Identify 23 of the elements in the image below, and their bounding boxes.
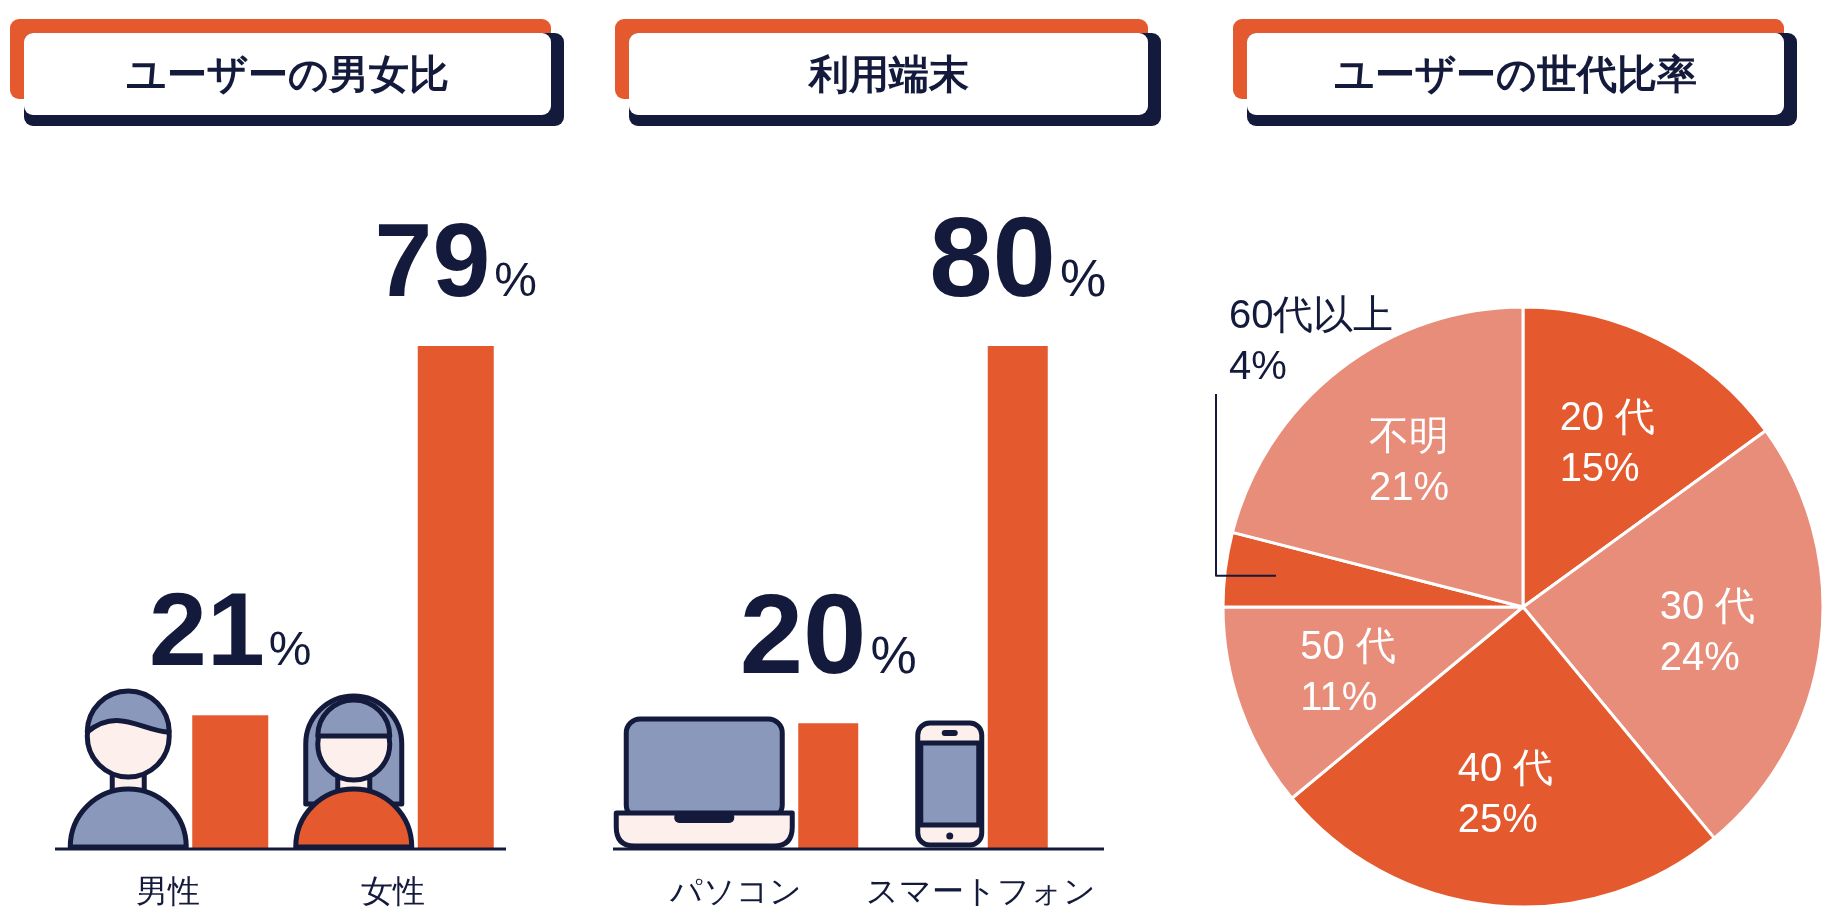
slice-label: 60代以上 — [1229, 292, 1394, 336]
x-tick-label: 男性 — [135, 873, 200, 909]
chart-title: ユーザーの世代比率 — [1334, 52, 1697, 96]
slice-label: 20 代 — [1559, 393, 1656, 438]
chart-title: 利用端末 — [806, 52, 969, 96]
data-label: 24% — [1659, 633, 1740, 678]
x-tick-label: スマートフォン — [866, 873, 1097, 909]
data-label: 11% — [1300, 673, 1378, 718]
chart-title: ユーザーの男女比 — [126, 52, 449, 96]
data-label: 20% — [739, 570, 917, 698]
data-label: 79% — [374, 202, 537, 318]
data-label: 4% — [1229, 343, 1287, 387]
data-label: 80% — [929, 193, 1107, 320]
x-tick-label: 女性 — [361, 873, 426, 909]
slice-label: 30 代 — [1659, 582, 1756, 627]
slice-label: 50 代 — [1300, 622, 1396, 667]
data-label: 25% — [1457, 795, 1538, 840]
slice-label: 不明 — [1368, 412, 1449, 457]
data-label: 21% — [149, 571, 312, 688]
data-label: 15% — [1559, 444, 1640, 489]
slice-label: 40 代 — [1457, 744, 1554, 789]
data-label: 21% — [1368, 463, 1450, 508]
x-tick-label: パソコン — [668, 873, 802, 909]
